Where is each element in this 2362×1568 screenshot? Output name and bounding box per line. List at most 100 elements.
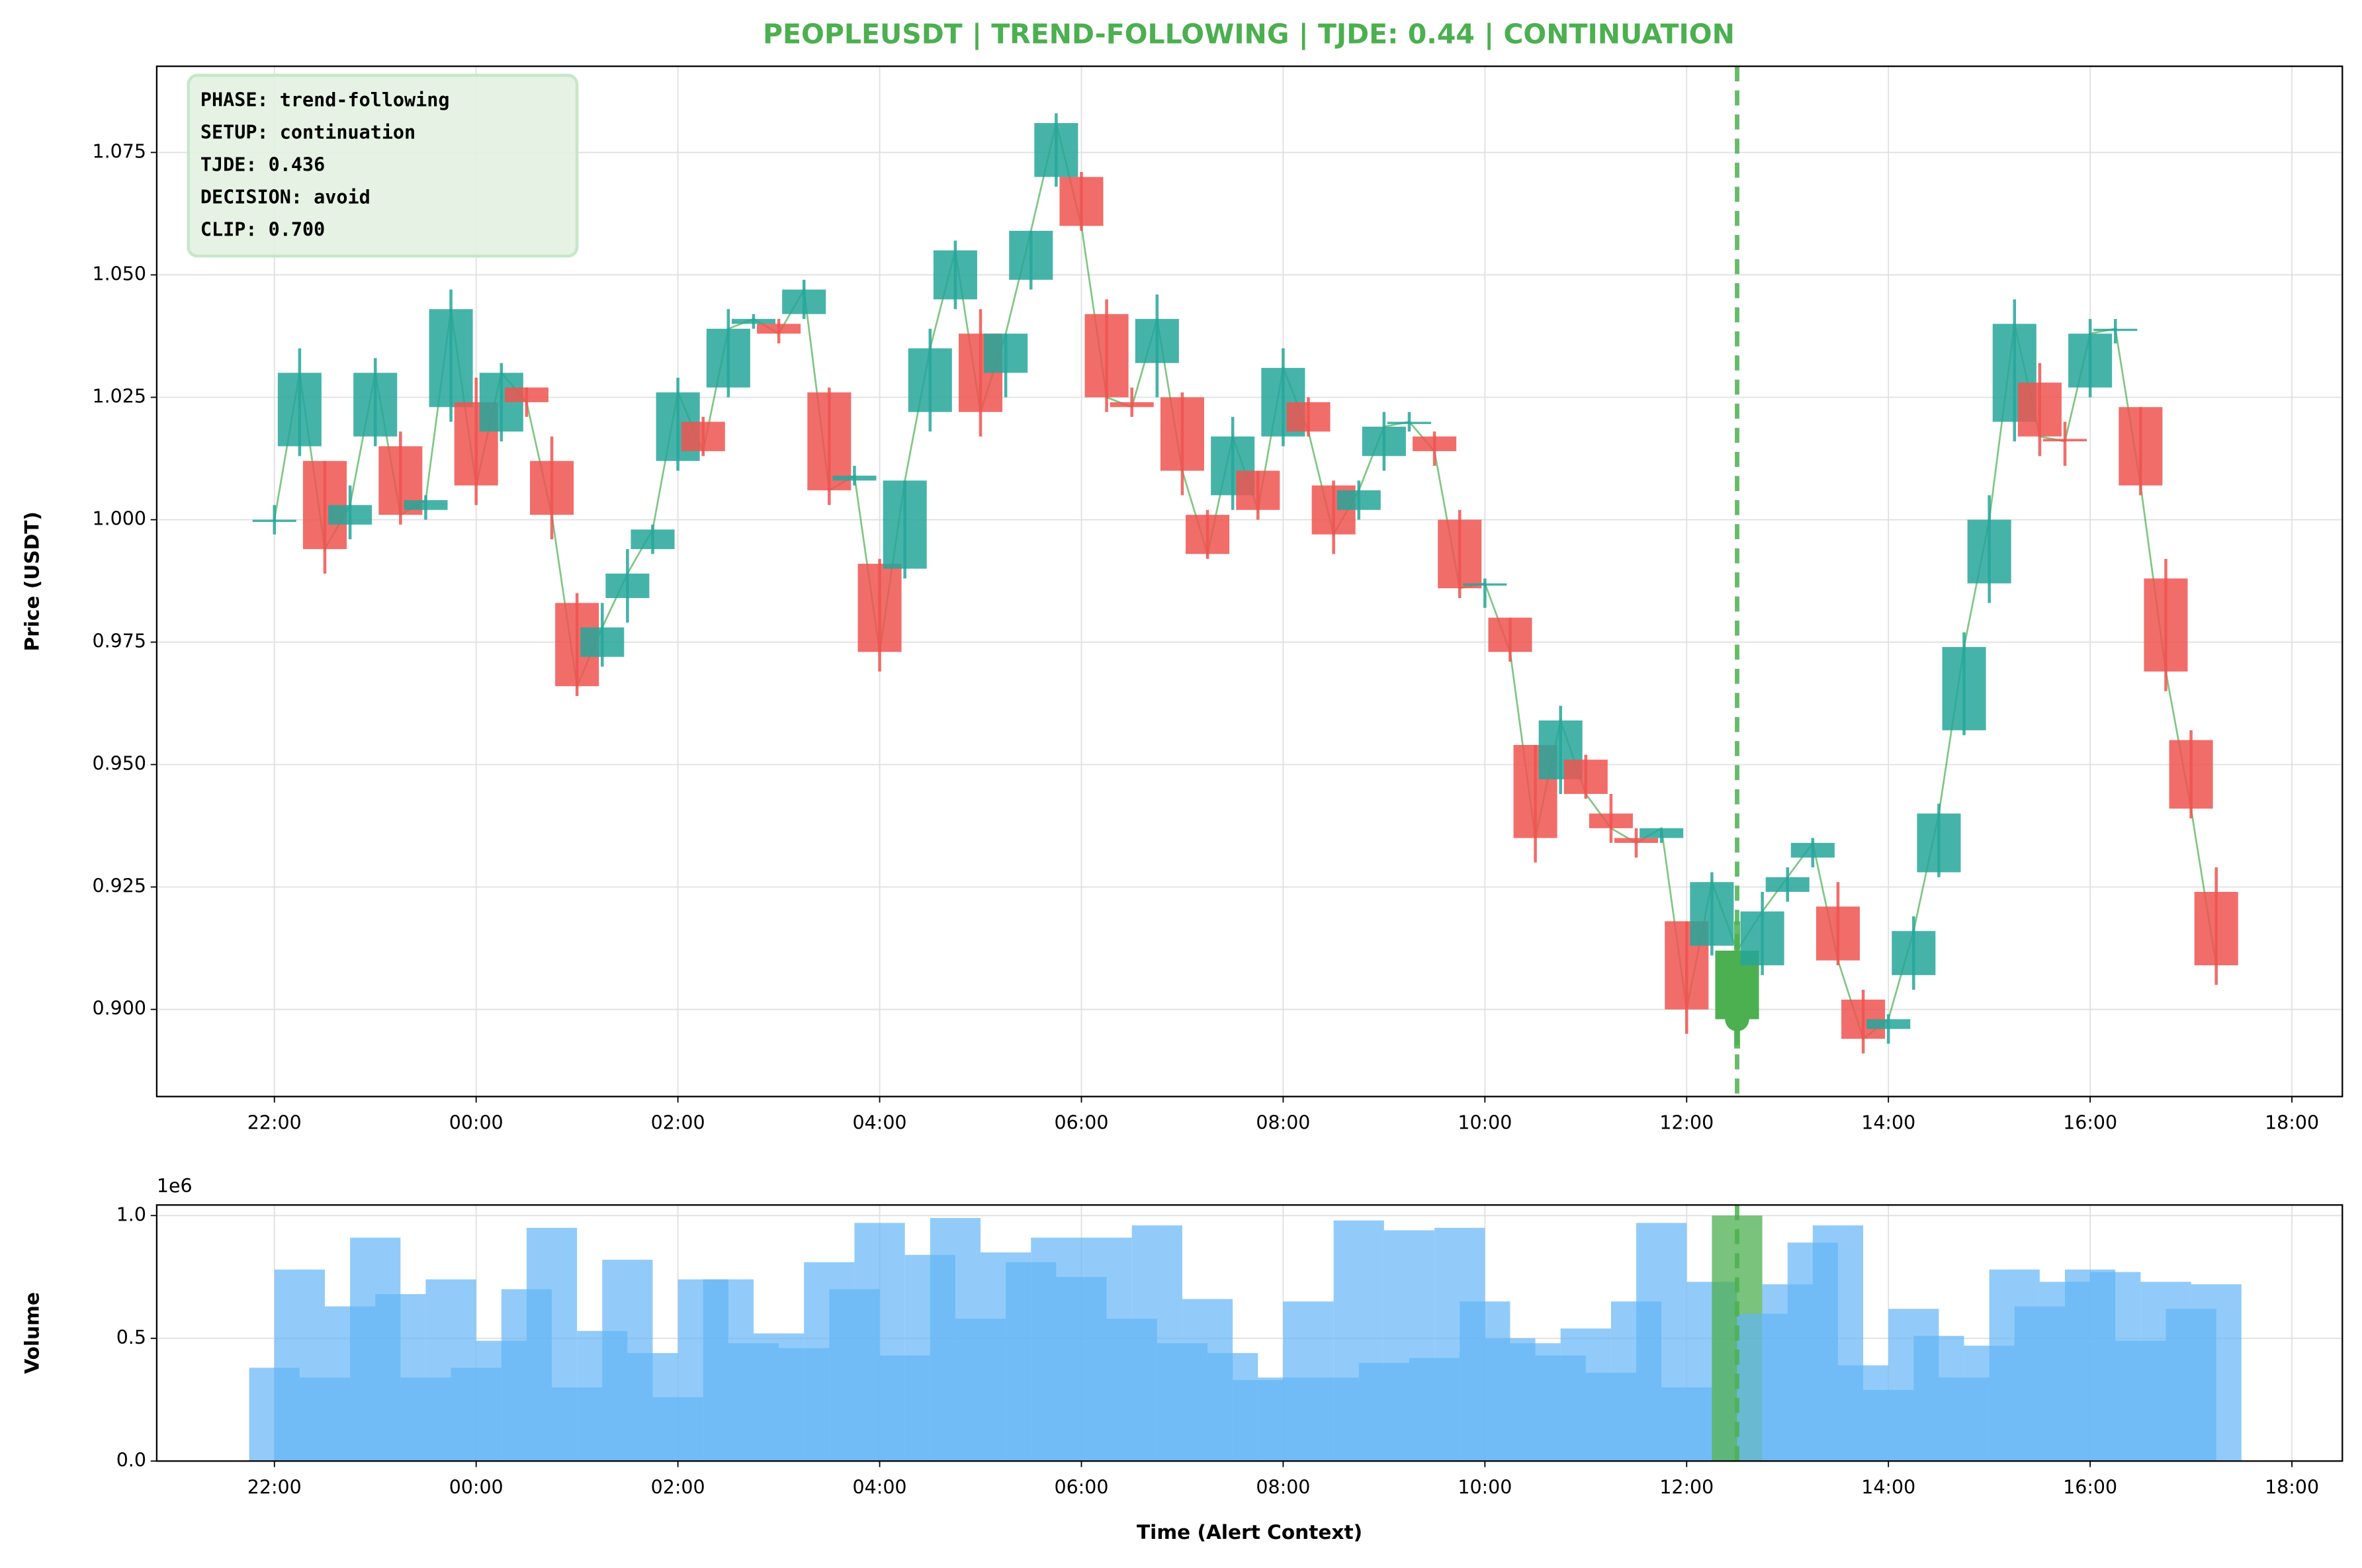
axes-frame [155, 65, 2343, 1098]
candle-body [1160, 397, 1204, 471]
x-tick-label: 12:00 [1659, 1111, 1714, 1133]
candle-body [1413, 436, 1457, 451]
annotation-line: CLIP: 0.700 [200, 218, 325, 240]
x-tick-label: 00:00 [449, 1476, 503, 1498]
candle-body [1186, 515, 1230, 554]
candle-body [2144, 578, 2188, 672]
y-tick-label: 1.000 [93, 508, 146, 530]
x-tick-label: 22:00 [247, 1111, 302, 1133]
y-tick-label: 1.0 [116, 1203, 146, 1225]
candle-body [731, 319, 775, 324]
candle-body [1690, 882, 1734, 946]
annotation-line: DECISION: avoid [200, 186, 371, 208]
candle-body [1815, 906, 1860, 961]
annotation-line: SETUP: continuation [200, 121, 416, 143]
y-tick-label: 1.075 [93, 140, 146, 162]
candle-body [2017, 382, 2062, 437]
candle-body [2042, 439, 2087, 442]
candle-body [1866, 1019, 1911, 1029]
candle-body [681, 421, 725, 451]
candle-body [504, 387, 548, 402]
candle-body [1463, 583, 1507, 586]
candle-body [1387, 421, 1432, 424]
candle-body [933, 250, 977, 300]
candle-body [1790, 843, 1835, 858]
candle-body [404, 500, 448, 510]
chart-title: PEOPLEUSDT | TREND-FOLLOWING | TJDE: 0.4… [763, 19, 1735, 51]
candle-body [1084, 314, 1129, 398]
candle-body [605, 573, 650, 598]
candle-body [252, 519, 296, 522]
candle-body [883, 480, 927, 569]
candle-body [757, 324, 801, 334]
candle-body [1640, 828, 1684, 838]
candle-body [580, 627, 625, 657]
candle-body [1362, 426, 1406, 457]
x-tick-label: 10:00 [1458, 1111, 1512, 1133]
x-tick-label: 18:00 [2265, 1111, 2319, 1133]
x-tick-label: 00:00 [449, 1111, 503, 1133]
x-tick-label: 04:00 [853, 1111, 907, 1133]
candle-body [1917, 813, 1961, 873]
x-tick-label: 08:00 [1256, 1111, 1310, 1133]
x-tick-label: 02:00 [651, 1111, 705, 1133]
x-tick-label: 14:00 [1861, 1476, 1915, 1498]
y-tick-label: 0.0 [116, 1449, 146, 1471]
y-tick-label: 0.975 [93, 631, 146, 652]
x-tick-label: 10:00 [1458, 1476, 1512, 1498]
candle-body [277, 372, 322, 447]
candle-body [353, 372, 398, 437]
candle-body [529, 460, 574, 515]
candle-body [2119, 407, 2163, 486]
x-tick-label: 14:00 [1861, 1111, 1915, 1133]
candle-body [1336, 490, 1381, 510]
candle-body [1034, 123, 1078, 177]
candle-body [1892, 931, 1936, 975]
candle-body [1563, 760, 1608, 795]
candle-body [631, 529, 675, 549]
y-tick-label: 1.050 [93, 263, 146, 284]
annotation-line: PHASE: trend-following [200, 89, 450, 111]
candle-body [1059, 177, 1104, 226]
x-tick-label: 04:00 [853, 1476, 907, 1498]
offset-label: 1e6 [157, 1175, 193, 1197]
y-tick-label: 0.900 [93, 998, 146, 1020]
candle-body [2169, 740, 2213, 809]
candle-body [832, 475, 877, 481]
candle-body [1488, 617, 1532, 652]
candle-body [2093, 328, 2138, 331]
x-tick-label: 08:00 [1256, 1476, 1310, 1498]
candle-body [706, 328, 750, 388]
annotation-box [187, 73, 579, 258]
x-tick-label: 06:00 [1055, 1111, 1109, 1133]
candle-body [1614, 838, 1659, 844]
x-tick-label: 16:00 [2063, 1111, 2117, 1133]
candle-body [807, 392, 852, 491]
candle-body [984, 333, 1028, 373]
axes-frame [155, 1204, 2343, 1462]
y-tick-label: 0.925 [93, 875, 146, 897]
candle-body [1236, 470, 1280, 510]
candle-body [857, 564, 902, 652]
volume-bar [2191, 1284, 2242, 1461]
x-tick-label: 16:00 [2063, 1476, 2117, 1498]
y-axis-label: Price (USDT) [21, 511, 44, 651]
candle-body [1967, 519, 2011, 584]
y-tick-label: 0.5 [116, 1327, 146, 1348]
x-axis-label: Time (Alert Context) [1137, 1521, 1362, 1544]
annotation-line: TJDE: 0.436 [200, 153, 325, 175]
candle-body [782, 289, 826, 314]
candle-body [1110, 402, 1154, 408]
candle-body [1589, 813, 1633, 828]
y-tick-label: 1.025 [93, 386, 146, 408]
x-tick-label: 06:00 [1055, 1476, 1109, 1498]
candle-body [1740, 911, 1784, 966]
candle-body [1286, 402, 1331, 432]
x-tick-label: 18:00 [2265, 1476, 2319, 1498]
candle-body [328, 505, 372, 525]
y-axis-label: Volume [21, 1292, 44, 1374]
x-tick-label: 02:00 [651, 1476, 705, 1498]
candle-body [1438, 519, 1482, 589]
candle-body [1942, 646, 1986, 730]
